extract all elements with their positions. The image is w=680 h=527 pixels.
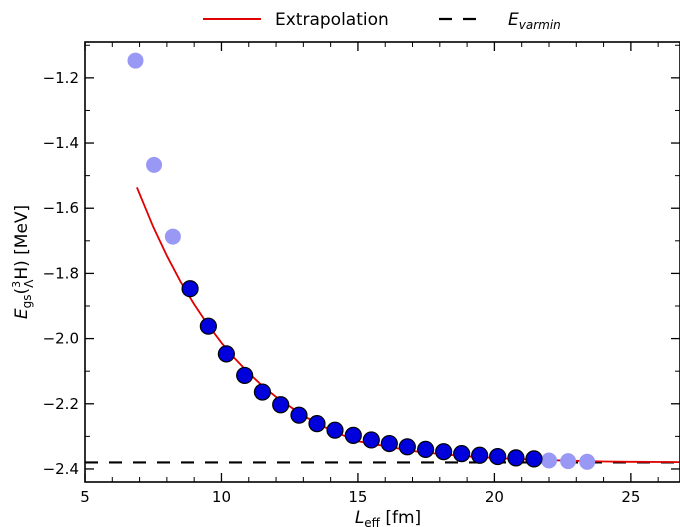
plot-area [85, 52, 680, 470]
axes: 5 10 15 20 25 −1.2 −1.4 −1.6 −1.8 −2.0 −2.2 −2.4 [43, 42, 680, 506]
data-point [417, 440, 435, 459]
extrapolation-curve [136, 187, 680, 463]
data-point [453, 445, 471, 463]
plot-frame [84, 41, 680, 483]
legend-extrapolation-label: Extrapolation [275, 10, 389, 30]
y-tick-label: −1.2 [43, 69, 79, 87]
data-point [471, 446, 489, 464]
legend: Extrapolation Evarmin [203, 10, 561, 32]
x-tick-label: 25 [621, 488, 640, 506]
data-point [253, 383, 272, 401]
y-tick-label: −2.0 [43, 330, 79, 348]
y-tick-label: −1.8 [43, 264, 79, 282]
data-point [217, 345, 235, 363]
data-point [272, 396, 290, 414]
y-tick-label: −2.4 [43, 460, 79, 478]
data-point [380, 434, 398, 453]
y-tick-label: −2.2 [43, 395, 79, 413]
y-tick-label: −1.6 [43, 199, 79, 217]
x-axis-label: Leff [fm] [355, 508, 421, 527]
x-tick-label: 15 [348, 488, 367, 506]
data-point [290, 406, 308, 424]
data-point [579, 453, 596, 470]
data-point [435, 443, 453, 461]
legend-varmin-label: Evarmin [508, 10, 561, 32]
data-point [146, 156, 163, 173]
data-point [308, 415, 326, 433]
data-point [344, 426, 362, 444]
data-point [507, 449, 525, 467]
data-point [362, 431, 380, 449]
data-point [236, 366, 254, 385]
data-point [326, 421, 344, 439]
data-point [181, 280, 199, 298]
y-tick-label: −1.4 [43, 134, 79, 152]
data-point [525, 450, 543, 468]
data-point [489, 447, 507, 466]
data-point [540, 452, 557, 469]
data-point [398, 438, 416, 456]
data-point [164, 228, 181, 245]
x-tick-label: 10 [212, 488, 231, 506]
x-tick-label: 5 [80, 488, 90, 506]
x-tick-label: 20 [485, 488, 504, 506]
data-point [199, 317, 217, 335]
y-axis-label: Egs(3ΛH) [MeV] [10, 205, 36, 319]
data-point [560, 453, 577, 470]
data-point [127, 52, 144, 69]
